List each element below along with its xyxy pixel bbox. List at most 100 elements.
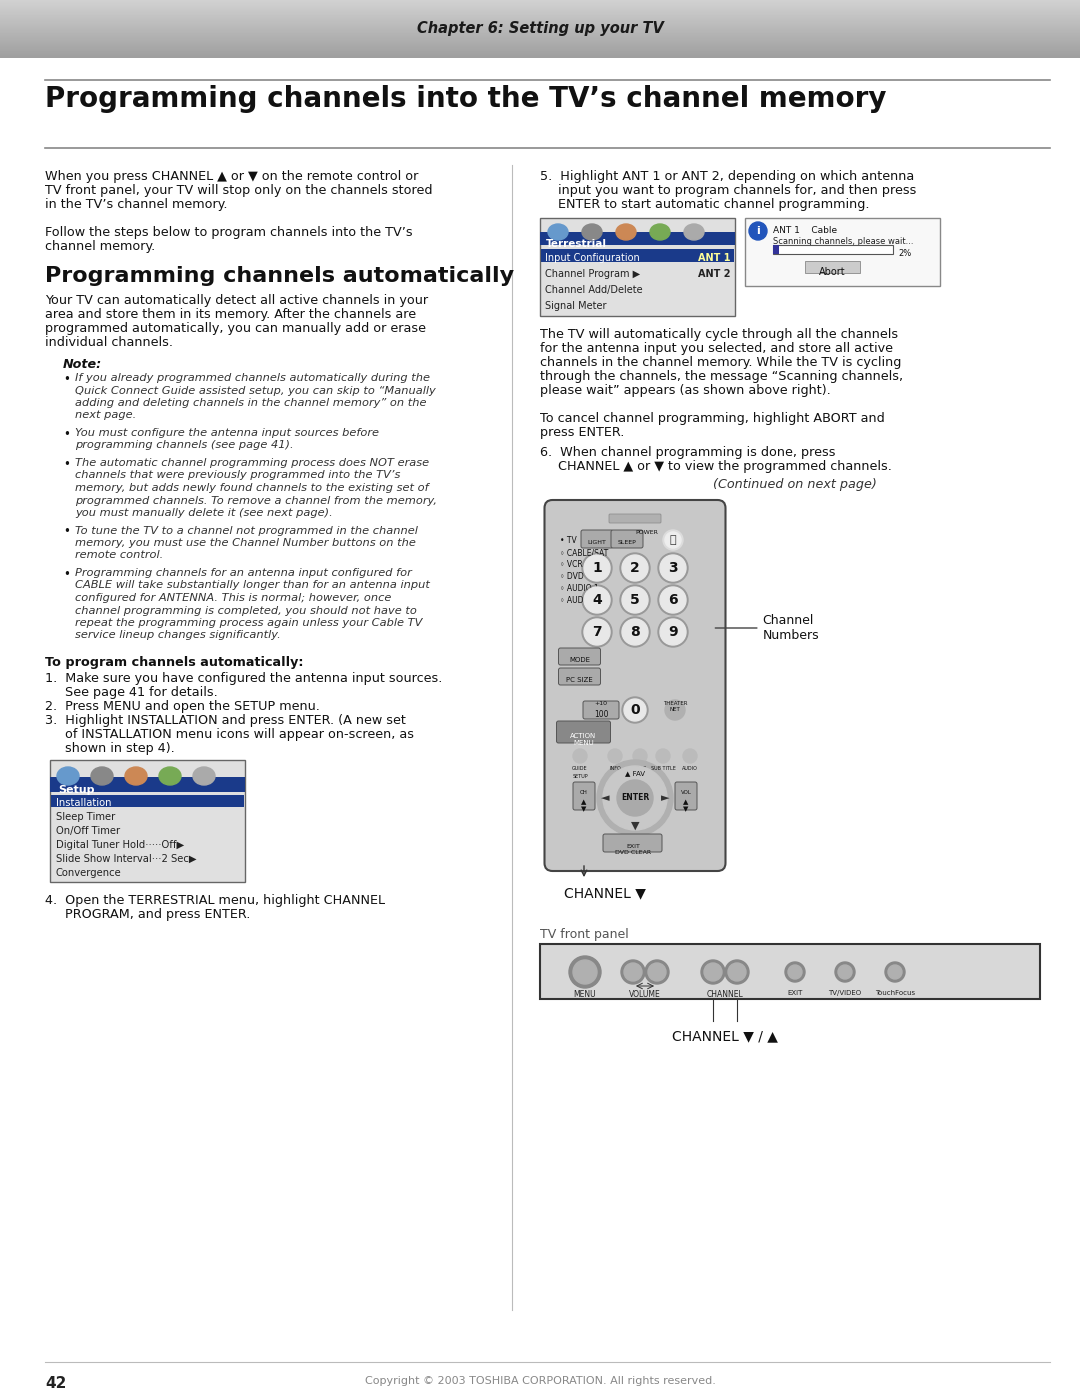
FancyBboxPatch shape: [544, 500, 726, 870]
Circle shape: [633, 749, 647, 763]
Text: 7: 7: [592, 624, 602, 638]
Text: input you want to program channels for, and then press: input you want to program channels for, …: [558, 184, 916, 197]
Circle shape: [584, 619, 610, 645]
Text: Sleep Timer: Sleep Timer: [56, 812, 116, 821]
Text: ▼: ▼: [631, 821, 639, 831]
Text: Setup: Setup: [58, 785, 95, 795]
Text: ▲
▼: ▲ ▼: [684, 799, 689, 813]
Circle shape: [658, 585, 688, 615]
Circle shape: [838, 965, 852, 979]
Ellipse shape: [159, 767, 181, 785]
Ellipse shape: [582, 224, 602, 240]
Circle shape: [660, 587, 686, 613]
Text: remote control.: remote control.: [75, 550, 163, 560]
Circle shape: [835, 963, 855, 982]
Text: When you press CHANNEL ▲ or ▼ on the remote control or: When you press CHANNEL ▲ or ▼ on the rem…: [45, 170, 418, 183]
Text: channel memory.: channel memory.: [45, 240, 156, 253]
Circle shape: [785, 963, 805, 982]
Text: ANT 1    Cable: ANT 1 Cable: [773, 226, 837, 235]
Text: ◦ CABLE/SAT: ◦ CABLE/SAT: [561, 548, 609, 557]
Text: To cancel channel programming, highlight ABORT and: To cancel channel programming, highlight…: [540, 412, 885, 425]
Text: To tune the TV to a channel not programmed in the channel: To tune the TV to a channel not programm…: [75, 525, 418, 535]
Text: memory, but adds newly found channels to the existing set of: memory, but adds newly found channels to…: [75, 483, 429, 493]
Text: ▲ FAV: ▲ FAV: [625, 770, 645, 775]
Text: Programming channels for an antenna input configured for: Programming channels for an antenna inpu…: [75, 569, 411, 578]
Circle shape: [645, 960, 669, 983]
Text: MODE: MODE: [569, 657, 590, 664]
FancyBboxPatch shape: [51, 795, 244, 807]
Circle shape: [658, 617, 688, 647]
Text: 100: 100: [594, 710, 608, 719]
Circle shape: [621, 960, 645, 983]
FancyBboxPatch shape: [611, 529, 643, 548]
Text: TV front panel, your TV will stop only on the channels stored: TV front panel, your TV will stop only o…: [45, 184, 432, 197]
Text: EXIT
DVD CLEAR: EXIT DVD CLEAR: [615, 844, 651, 855]
Text: GUIDE: GUIDE: [572, 766, 588, 771]
Text: CABLE will take substantially longer than for an antenna input: CABLE will take substantially longer tha…: [75, 581, 430, 591]
Text: VOLUME: VOLUME: [630, 990, 661, 999]
Text: 2%: 2%: [897, 249, 912, 258]
Text: 2: 2: [630, 562, 639, 576]
Text: CHANNEL: CHANNEL: [706, 990, 743, 999]
Text: 4.  Open the TERRESTRIAL menu, highlight CHANNEL: 4. Open the TERRESTRIAL menu, highlight …: [45, 894, 384, 907]
Text: ENTER: ENTER: [621, 793, 649, 802]
Text: 2.  Press MENU and open the SETUP menu.: 2. Press MENU and open the SETUP menu.: [45, 700, 320, 712]
Text: ◄: ◄: [600, 793, 609, 803]
Circle shape: [701, 960, 725, 983]
Circle shape: [888, 965, 902, 979]
Circle shape: [569, 956, 600, 988]
Circle shape: [885, 963, 905, 982]
Text: THEATER
NET: THEATER NET: [663, 701, 687, 712]
Circle shape: [728, 963, 746, 981]
Ellipse shape: [650, 224, 670, 240]
FancyBboxPatch shape: [805, 261, 860, 272]
Text: EXIT: EXIT: [787, 990, 802, 996]
Circle shape: [620, 553, 650, 583]
Circle shape: [665, 700, 685, 719]
FancyBboxPatch shape: [50, 760, 245, 882]
Circle shape: [704, 963, 723, 981]
Circle shape: [622, 619, 648, 645]
Text: ▲
▼: ▲ ▼: [581, 799, 586, 813]
Text: TITLE: TITLE: [633, 766, 647, 771]
Text: Chapter 6: Setting up your TV: Chapter 6: Setting up your TV: [417, 21, 663, 36]
Text: SETUP: SETUP: [572, 774, 588, 780]
Circle shape: [665, 532, 681, 548]
Text: 3: 3: [669, 562, 678, 576]
FancyBboxPatch shape: [573, 782, 595, 810]
Text: +10: +10: [594, 701, 607, 705]
Ellipse shape: [684, 224, 704, 240]
Text: in the TV’s channel memory.: in the TV’s channel memory.: [45, 198, 228, 211]
Text: through the channels, the message “Scanning channels,: through the channels, the message “Scann…: [540, 370, 903, 383]
Ellipse shape: [91, 767, 113, 785]
Text: channel programming is completed, you should not have to: channel programming is completed, you sh…: [75, 605, 417, 616]
Text: LIGHT: LIGHT: [588, 541, 607, 545]
Circle shape: [750, 222, 767, 240]
Text: Convergence: Convergence: [56, 868, 122, 877]
Text: On/Off Timer: On/Off Timer: [56, 826, 120, 835]
Text: •: •: [63, 458, 70, 471]
Text: Scanning channels, please wait...: Scanning channels, please wait...: [773, 237, 914, 246]
Text: i: i: [756, 226, 760, 236]
Circle shape: [584, 555, 610, 581]
Text: The automatic channel programming process does NOT erase: The automatic channel programming proces…: [75, 458, 429, 468]
Circle shape: [648, 963, 666, 981]
Text: area and store them in its memory. After the channels are: area and store them in its memory. After…: [45, 307, 416, 321]
Text: ENTER to start automatic channel programming.: ENTER to start automatic channel program…: [558, 198, 869, 211]
Text: •: •: [63, 525, 70, 538]
Text: Channel Program ▶: Channel Program ▶: [545, 270, 640, 279]
Circle shape: [725, 960, 750, 983]
Ellipse shape: [616, 224, 636, 240]
Text: Your TV can automatically detect all active channels in your: Your TV can automatically detect all act…: [45, 293, 428, 307]
FancyBboxPatch shape: [581, 529, 613, 548]
Text: 1: 1: [592, 562, 602, 576]
Circle shape: [582, 617, 612, 647]
Ellipse shape: [193, 767, 215, 785]
Text: 5: 5: [630, 592, 639, 608]
Text: Input Configuration: Input Configuration: [545, 253, 639, 263]
Text: programmed channels. To remove a channel from the memory,: programmed channels. To remove a channel…: [75, 496, 437, 506]
Text: See page 41 for details.: See page 41 for details.: [65, 686, 218, 698]
FancyBboxPatch shape: [583, 701, 619, 719]
Circle shape: [597, 760, 673, 835]
Text: INFO: INFO: [609, 766, 621, 771]
